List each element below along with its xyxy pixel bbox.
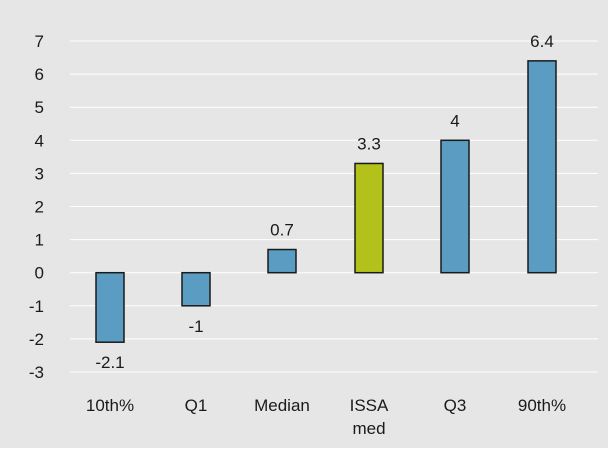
y-tick-label: 0 [35, 264, 44, 283]
x-tick-label: Q1 [185, 396, 208, 415]
y-tick-label: -2 [29, 330, 44, 349]
data-label: -1 [188, 317, 203, 336]
y-tick-label: 4 [35, 131, 44, 150]
y-tick-label: 6 [35, 65, 44, 84]
gridlines [70, 40, 598, 373]
data-label: -2.1 [95, 353, 124, 372]
y-tick-label: 2 [35, 198, 44, 217]
bar [181, 271, 211, 307]
data-label: 0.7 [270, 221, 294, 240]
bar [354, 162, 384, 274]
y-tick-label: -1 [29, 297, 44, 316]
x-tick-label: Median [254, 396, 310, 415]
bar [440, 139, 470, 274]
y-tick-label: 1 [35, 231, 44, 250]
x-axis-ticks: 10th% Q1 Median ISSA med Q3 90th% [86, 396, 566, 438]
data-label: 6.4 [530, 32, 554, 51]
data-label: 4 [450, 111, 459, 130]
x-tick-label: Q3 [444, 396, 467, 415]
bars [95, 60, 557, 343]
y-tick-label: 5 [35, 98, 44, 117]
x-tick-label: ISSA med [350, 396, 389, 438]
bar [527, 60, 557, 274]
bar [95, 271, 125, 343]
data-label: 3.3 [357, 134, 381, 153]
y-tick-label: 7 [35, 32, 44, 51]
y-axis-ticks: 7 6 5 4 3 2 1 0 -1 -2 -3 [29, 32, 44, 382]
data-labels: -2.1 -1 0.7 3.3 4 6.4 [95, 32, 553, 372]
y-tick-label: 3 [35, 164, 44, 183]
bar [267, 248, 297, 274]
x-tick-label: 90th% [518, 396, 566, 415]
y-tick-label: -3 [29, 363, 44, 382]
x-tick-label: 10th% [86, 396, 134, 415]
